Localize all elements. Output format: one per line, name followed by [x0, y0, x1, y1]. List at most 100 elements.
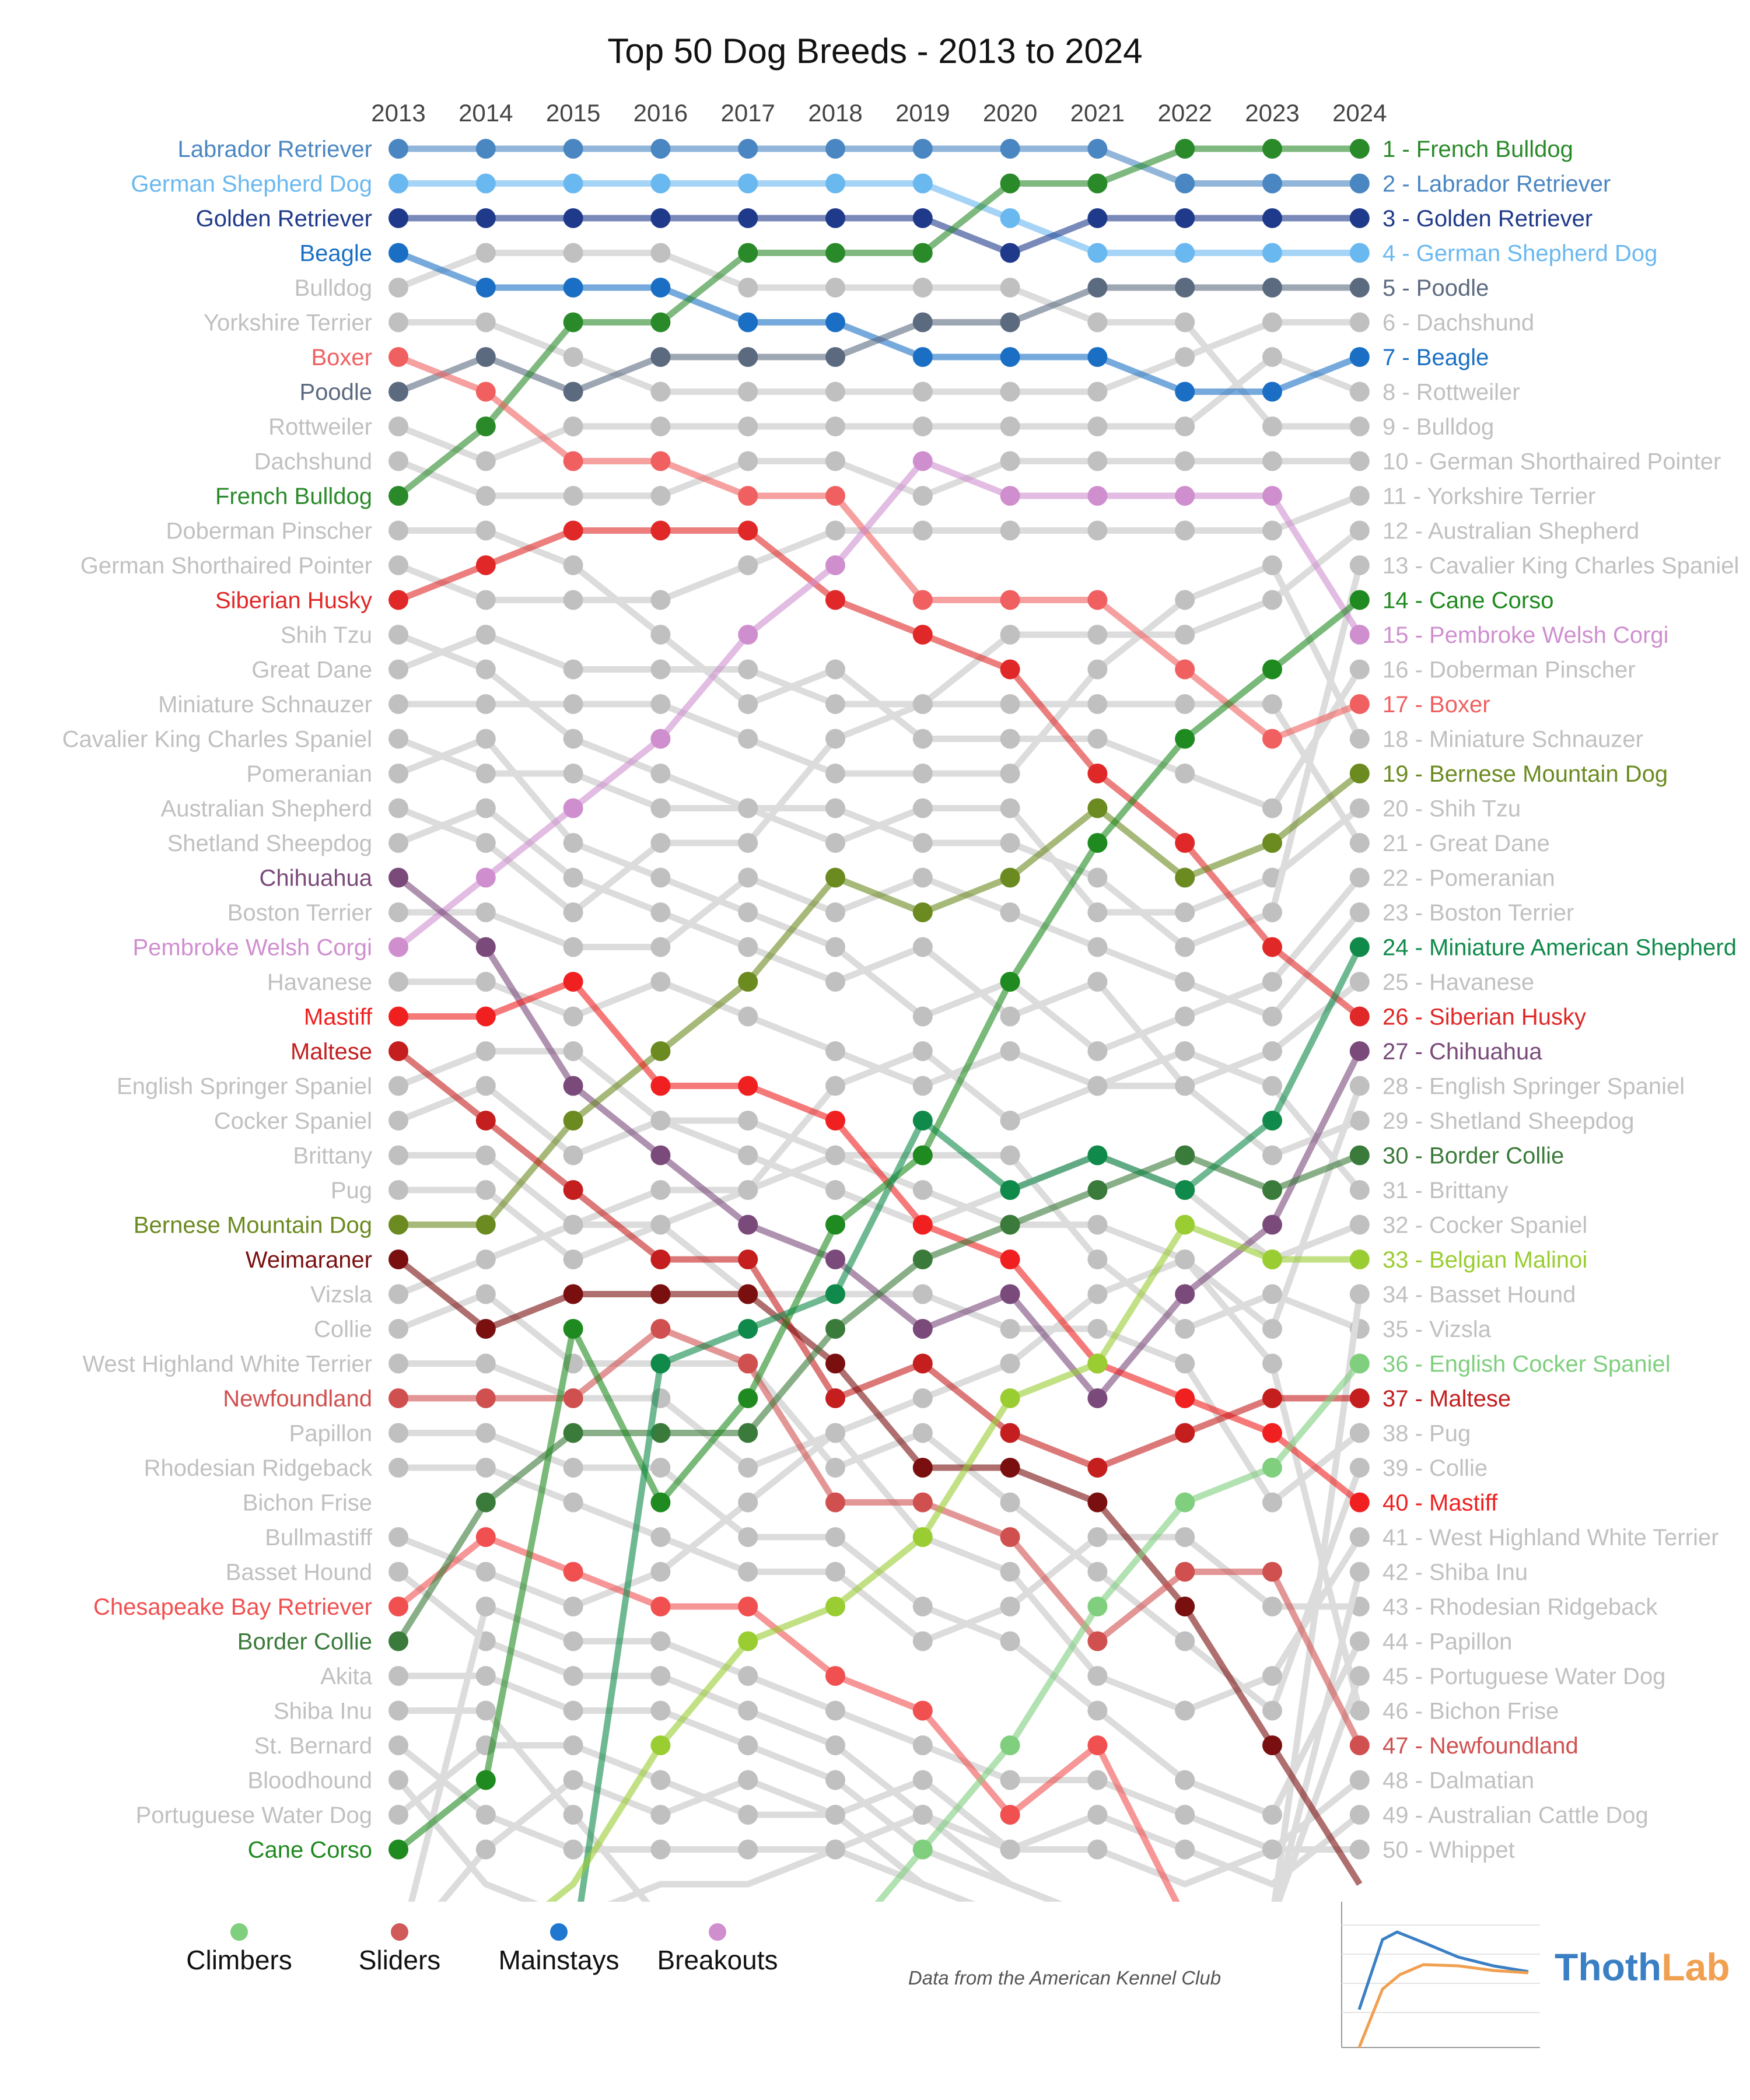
gray-point — [475, 1041, 496, 1061]
gray-point — [563, 1839, 583, 1860]
legend-label-climbers: Climbers — [186, 1945, 292, 1975]
series-point-boxer — [825, 486, 845, 506]
series-point-belgian-malinoi — [1349, 1250, 1370, 1269]
gray-point — [475, 1353, 496, 1374]
gray-point — [1000, 278, 1020, 298]
gray-point — [1262, 972, 1282, 992]
series-point-newfoundland — [1087, 1631, 1108, 1651]
series-point-maltese — [563, 1180, 583, 1200]
right-label: 18 - Miniature Schnauzer — [1382, 727, 1643, 752]
gray-point — [1262, 1319, 1282, 1339]
gray-point — [1262, 902, 1282, 922]
series-point-beagle — [825, 312, 845, 332]
gray-point — [475, 486, 496, 506]
series-point-german-shepherd-dog — [1349, 243, 1370, 263]
year-label-2021: 2021 — [1070, 99, 1125, 127]
right-label: 13 - Cavalier King Charles Spaniel — [1382, 553, 1739, 579]
series-point-bernese-mountain-dog — [563, 1111, 583, 1130]
series-point-english-cocker-spaniel — [1087, 1597, 1108, 1616]
right-label: 4 - German Shepherd Dog — [1382, 241, 1657, 267]
gray-point — [1349, 1214, 1370, 1235]
series-point-siberian-husky — [1349, 1006, 1370, 1027]
left-label: Shih Tzu — [281, 622, 372, 648]
series-point-border-collie — [825, 1319, 845, 1339]
series-point-english-cocker-spaniel — [1175, 1492, 1195, 1513]
series-point-siberian-husky — [1087, 764, 1108, 783]
right-label: 6 - Dachshund — [1382, 310, 1534, 336]
gray-series-line — [398, 1464, 1360, 1644]
legend-swatch-mainstays — [550, 1923, 568, 1941]
gray-point — [650, 1631, 671, 1651]
gray-point — [1349, 659, 1370, 680]
gray-point — [388, 451, 408, 471]
series-point-english-cocker-spaniel — [1000, 1735, 1020, 1755]
gray-point — [1262, 520, 1282, 541]
gray-point — [475, 243, 496, 263]
series-point-pembroke-welsh-corgi — [1262, 486, 1282, 506]
series-point-maltese — [1349, 1388, 1370, 1408]
right-label: 36 - English Cocker Spaniel — [1382, 1352, 1671, 1377]
right-label: 42 - Shiba Inu — [1382, 1560, 1528, 1586]
right-label: 25 - Havanese — [1382, 970, 1534, 995]
series-point-beagle — [650, 278, 671, 298]
gray-point — [738, 937, 758, 957]
gray-point — [475, 520, 496, 541]
gray-point — [738, 902, 758, 922]
gray-series-line — [438, 1777, 1362, 1902]
gray-point — [825, 1076, 845, 1096]
series-point-belgian-malinoi — [825, 1597, 845, 1616]
series-point-french-bulldog — [825, 243, 845, 263]
series-line-mastiff — [398, 978, 1362, 1505]
series-point-golden-retriever — [475, 208, 496, 228]
gray-point — [388, 764, 408, 783]
right-label: 15 - Pembroke Welsh Corgi — [1382, 622, 1669, 648]
gray-point — [1262, 1353, 1282, 1374]
gray-point — [650, 382, 671, 402]
series-point-chesapeake-bay-retriever — [388, 1597, 408, 1616]
series-point-mastiff — [1175, 1388, 1195, 1408]
gray-point — [650, 1527, 671, 1547]
series-point-chihuahua — [388, 867, 408, 888]
series-point-mastiff — [825, 1111, 845, 1130]
series-point-pembroke-welsh-corgi — [388, 937, 408, 957]
series-point-golden-retriever — [563, 208, 583, 228]
series-point-german-shepherd-dog — [1000, 208, 1020, 228]
series-point-french-bulldog — [650, 312, 671, 332]
series-point-pembroke-welsh-corgi — [475, 867, 496, 888]
gray-point — [388, 833, 408, 853]
gray-point — [650, 659, 671, 680]
gray-point — [1087, 1250, 1108, 1269]
year-label-2016: 2016 — [634, 99, 688, 127]
series-point-boxer — [1000, 590, 1020, 610]
gray-point — [1175, 1006, 1195, 1027]
gray-point — [650, 1839, 671, 1860]
series-point-french-bulldog — [1087, 173, 1108, 194]
gray-point — [1000, 520, 1020, 541]
gray-point — [388, 312, 408, 332]
series-point-poodle — [1262, 278, 1282, 298]
gray-point — [1087, 867, 1108, 888]
right-label: 5 - Poodle — [1382, 275, 1489, 301]
series-point-poodle — [388, 382, 408, 402]
right-label: 16 - Doberman Pinscher — [1382, 657, 1636, 683]
series-point-pembroke-welsh-corgi — [1000, 486, 1020, 506]
right-label: 46 - Bichon Frise — [1382, 1699, 1559, 1724]
gray-point — [563, 1735, 583, 1755]
series-point-weimaraner — [912, 1458, 933, 1478]
series-point-border-collie — [912, 1250, 933, 1269]
series-line-cane-corso — [396, 597, 1362, 1852]
series-point-labrador-retriever — [1087, 139, 1108, 159]
series-point-maltese — [650, 1250, 671, 1269]
gray-point — [1175, 520, 1195, 541]
gray-point — [1175, 1319, 1195, 1339]
gray-point — [1349, 1562, 1370, 1582]
left-label: Bulldog — [295, 275, 372, 301]
series-point-golden-retriever — [1349, 208, 1370, 228]
series-line-border-collie — [396, 1152, 1361, 1643]
right-label: 41 - West Highland White Terrier — [1382, 1525, 1719, 1550]
right-label: 14 - Cane Corso — [1382, 588, 1553, 614]
gray-point — [1087, 312, 1108, 332]
gray-point — [738, 1735, 758, 1755]
gray-point — [1087, 729, 1108, 749]
gray-point — [738, 1700, 758, 1721]
